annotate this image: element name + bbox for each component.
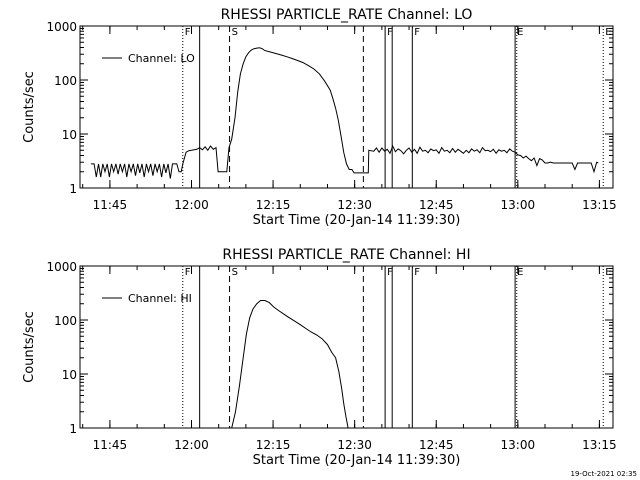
x-axis-label: Start Time (20-Jan-14 11:39:30): [253, 213, 461, 228]
x-tick-label: 13:15: [582, 438, 617, 452]
chart-panel-lo: RHESSI PARTICLE_RATE Channel: LO 1 10 100 10…: [22, 7, 617, 228]
event-marker-label: S: [232, 267, 238, 278]
y-tick-label: 1: [69, 422, 77, 436]
x-tick-label: 11:45: [93, 438, 128, 452]
event-marker-label: E: [605, 267, 611, 278]
series-line: [231, 300, 349, 429]
event-marker-label: F: [185, 27, 191, 38]
chart-panel-hi: RHESSI PARTICLE_RATE Channel: HI 1 10 100 10…: [22, 247, 617, 468]
x-tick-label: 12:30: [337, 438, 372, 452]
x-tick-label: 12:00: [174, 438, 209, 452]
event-marker-label: F: [414, 27, 420, 38]
x-tick-label: 13:15: [582, 198, 617, 212]
y-tick-label: 100: [54, 74, 77, 88]
y-tick-label: 10: [62, 128, 77, 142]
event-marker-label: S: [232, 27, 238, 38]
x-tick-label: 12:45: [419, 438, 454, 452]
event-marker-label: F: [185, 267, 191, 278]
event-marker-label: E: [517, 267, 523, 278]
event-marker-label: F: [387, 27, 393, 38]
x-tick-label: 12:15: [256, 198, 291, 212]
plot-frame: [79, 25, 614, 189]
x-tick-label: 12:15: [256, 438, 291, 452]
x-tick-label: 12:45: [419, 198, 454, 212]
y-tick-label: 10: [62, 368, 77, 382]
chart-title: RHESSI PARTICLE_RATE Channel: HI: [222, 247, 470, 263]
y-tick-label: 100: [54, 314, 77, 328]
x-tick-label: 11:45: [93, 198, 128, 212]
y-tick-label: 1: [69, 182, 77, 196]
y-tick-label: 1000: [46, 20, 77, 34]
y-tick-label: 1000: [46, 260, 77, 274]
event-marker-label: F: [414, 267, 420, 278]
x-tick-label: 12:30: [337, 198, 372, 212]
event-marker-label: F: [387, 267, 393, 278]
x-axis-label: Start Time (20-Jan-14 11:39:30): [253, 453, 461, 468]
x-tick-label: 13:00: [501, 438, 536, 452]
plot-frame: [79, 265, 614, 429]
series-line: [90, 47, 599, 179]
event-marker-label: E: [605, 27, 611, 38]
legend-entry: Channel: LO: [128, 52, 195, 65]
y-axis-label: Counts/sec: [22, 71, 37, 143]
legend-entry: Channel: HI: [128, 292, 192, 305]
y-axis-label: Counts/sec: [22, 311, 37, 383]
event-marker-label: E: [517, 27, 523, 38]
footer-timestamp: 19-Oct-2021 02:35: [571, 470, 637, 478]
chart-title: RHESSI PARTICLE_RATE Channel: LO: [221, 7, 473, 23]
x-tick-label: 13:00: [501, 198, 536, 212]
x-tick-label: 12:00: [174, 198, 209, 212]
